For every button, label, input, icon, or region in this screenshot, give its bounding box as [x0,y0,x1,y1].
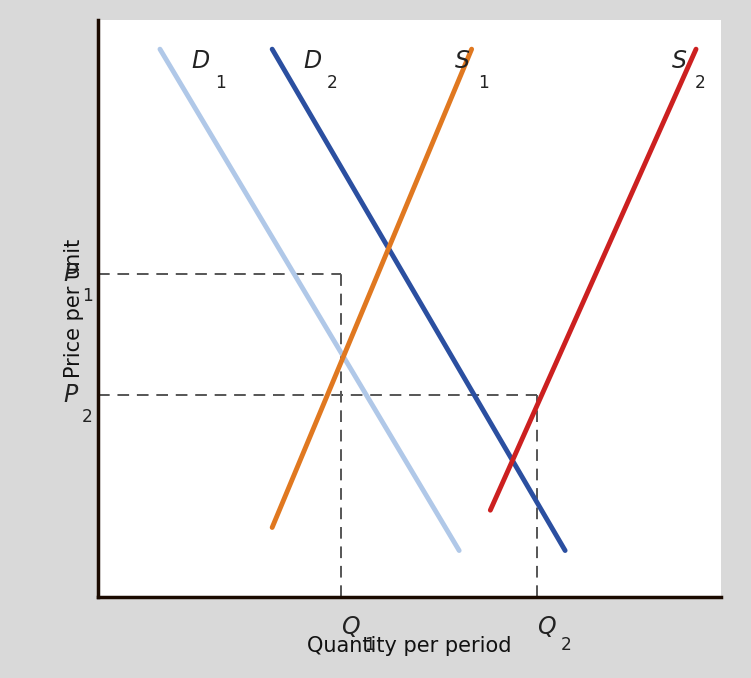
Text: $\mathit{S}$: $\mathit{S}$ [454,49,470,73]
Text: $\mathit{Q}$: $\mathit{Q}$ [341,614,360,639]
Text: 1: 1 [478,74,489,92]
X-axis label: Quantity per period: Quantity per period [307,635,511,656]
Text: $\mathit{S}$: $\mathit{S}$ [671,49,687,73]
Text: 2: 2 [82,408,92,426]
Text: 2: 2 [561,636,572,654]
Y-axis label: Price per unit: Price per unit [64,239,84,378]
Text: $\mathit{Q}$: $\mathit{Q}$ [537,614,556,639]
Text: 2: 2 [327,74,338,92]
Text: $\mathit{P}$: $\mathit{P}$ [63,383,79,407]
Text: $\mathit{D}$: $\mathit{D}$ [191,49,210,73]
Text: 1: 1 [215,74,226,92]
Text: $\mathit{P}$: $\mathit{P}$ [63,262,79,286]
Text: 2: 2 [695,74,706,92]
Text: 1: 1 [82,287,92,305]
Text: 1: 1 [364,636,376,654]
Text: $\mathit{D}$: $\mathit{D}$ [303,49,322,73]
